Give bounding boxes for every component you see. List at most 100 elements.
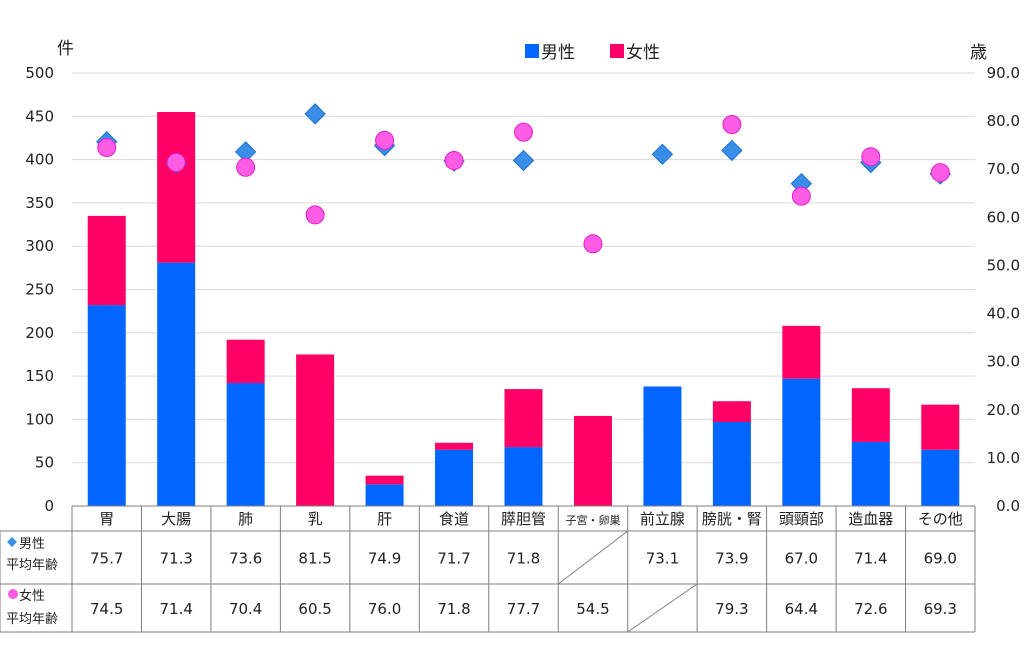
bar-male <box>643 386 682 506</box>
y2-tick-label: 40.0 <box>987 305 1020 323</box>
y2-tick-label: 90.0 <box>987 64 1020 82</box>
row-marker-female <box>8 589 18 599</box>
y2-tick-label: 80.0 <box>987 112 1020 130</box>
age-marker-female <box>791 186 811 206</box>
age-marker-female <box>236 157 256 177</box>
bar-male <box>782 378 821 506</box>
category-label: 大腸 <box>161 510 191 528</box>
legend: 男性 女性 <box>525 43 660 63</box>
bar-female <box>365 475 404 485</box>
y-tick-label: 250 <box>25 281 54 299</box>
age-value: 72.6 <box>854 600 887 618</box>
age-value: 71.8 <box>507 550 540 568</box>
age-marker-female <box>375 130 395 150</box>
age-value: 73.1 <box>646 550 679 568</box>
y2-tick-label: 30.0 <box>987 353 1020 371</box>
age-marker-female <box>861 147 881 167</box>
category-label: 前立腺 <box>640 510 685 528</box>
bar-male <box>226 383 265 506</box>
y-tick-label: 150 <box>25 367 54 385</box>
category-label: 食道 <box>439 510 469 528</box>
y-tick-label: 400 <box>25 151 54 169</box>
legend-swatch-male <box>525 44 539 58</box>
bar-female <box>226 339 265 384</box>
legend-label-female: 女性 <box>626 43 660 63</box>
category-label: 頭頸部 <box>779 510 824 528</box>
bar-male <box>157 262 196 506</box>
age-marker-female <box>305 205 325 225</box>
y-tick-label: 350 <box>25 194 54 212</box>
bar-female <box>157 111 196 263</box>
bar-female <box>504 389 543 448</box>
age-value: 70.4 <box>229 600 262 618</box>
age-value: 60.5 <box>298 600 331 618</box>
right-axis-unit: 歳 <box>970 43 987 63</box>
category-label: 肝 <box>377 510 392 528</box>
age-marker-male <box>512 149 535 172</box>
category-label: 胃 <box>99 510 114 528</box>
bar-male <box>712 421 751 506</box>
category-label: 膀胱・腎 <box>702 510 762 528</box>
age-value: 54.5 <box>576 600 609 618</box>
y-tick-label: 0 <box>44 497 54 515</box>
age-value: 71.8 <box>437 600 470 618</box>
bar-female <box>712 401 751 422</box>
age-marker-male <box>721 139 743 162</box>
y-tick-label: 450 <box>25 107 54 125</box>
left-axis-unit: 件 <box>57 39 74 59</box>
y-tick-label: 200 <box>25 324 54 342</box>
age-marker-male <box>651 143 674 166</box>
age-marker-female <box>514 122 533 142</box>
age-value: 71.7 <box>437 550 470 568</box>
age-value: 69.3 <box>924 600 957 618</box>
y-tick-label: 50 <box>35 454 54 472</box>
bar-female <box>921 404 960 450</box>
empty-cell-diagonal <box>557 530 628 585</box>
y2-tick-label: 10.0 <box>987 449 1020 467</box>
category-label: 肺 <box>238 510 253 528</box>
bar-female <box>87 215 126 306</box>
legend-swatch-female <box>610 44 624 58</box>
bar-female <box>435 442 474 450</box>
row-label-female: 女性 <box>19 588 45 604</box>
age-value: 74.9 <box>368 550 401 568</box>
empty-cell-diagonal <box>627 583 698 633</box>
category-label: 膵胆管 <box>501 510 546 528</box>
age-value: 64.4 <box>785 600 818 618</box>
legend-label-male: 男性 <box>541 43 575 63</box>
row-label-male: 男性 <box>19 537 45 552</box>
category-label: その他 <box>918 510 963 528</box>
bar-female <box>782 325 821 379</box>
age-value: 75.7 <box>90 550 123 568</box>
y2-tick-label: 60.0 <box>987 208 1020 226</box>
y2-tick-label: 0.0 <box>996 497 1020 515</box>
bar-male <box>851 441 890 506</box>
age-value: 76.0 <box>368 600 401 618</box>
age-markers <box>96 103 951 254</box>
age-value: 73.9 <box>715 550 748 568</box>
axes: 件 歳 0 50 100 150 200 250 300 350 400 450 500 0.0 10.… <box>25 39 1020 515</box>
age-value: 71.3 <box>159 550 192 568</box>
category-label: 子宮・卵巣 <box>565 513 620 527</box>
age-value: 74.5 <box>90 600 123 618</box>
y-tick-label: 500 <box>25 64 54 82</box>
age-value: 81.5 <box>298 550 331 568</box>
age-marker-female <box>166 152 186 172</box>
age-value: 71.4 <box>159 600 192 618</box>
bar-male <box>365 484 404 506</box>
age-table: 男性 平均年齢 女性 平均年齢 胃 大腸 肺 乳 肝 食道 膵胆管 子宮・卵巣 前立腺 膀胱・腎頭… <box>0 505 976 633</box>
bar-male <box>921 449 960 506</box>
y2-tick-label: 70.0 <box>987 160 1020 178</box>
category-label: 造血器 <box>848 510 893 528</box>
age-marker-female <box>97 138 117 158</box>
row-label-male-avg: 平均年齢 <box>6 558 58 573</box>
bar-female <box>573 415 612 506</box>
y2-tick-label: 20.0 <box>987 401 1020 419</box>
category-label: 乳 <box>308 510 323 528</box>
age-value: 79.3 <box>715 600 748 618</box>
y-tick-label: 100 <box>25 410 54 428</box>
age-marker-female <box>722 114 742 134</box>
bars <box>87 111 960 506</box>
bar-male <box>504 447 543 506</box>
y-tick-label: 300 <box>25 237 54 255</box>
